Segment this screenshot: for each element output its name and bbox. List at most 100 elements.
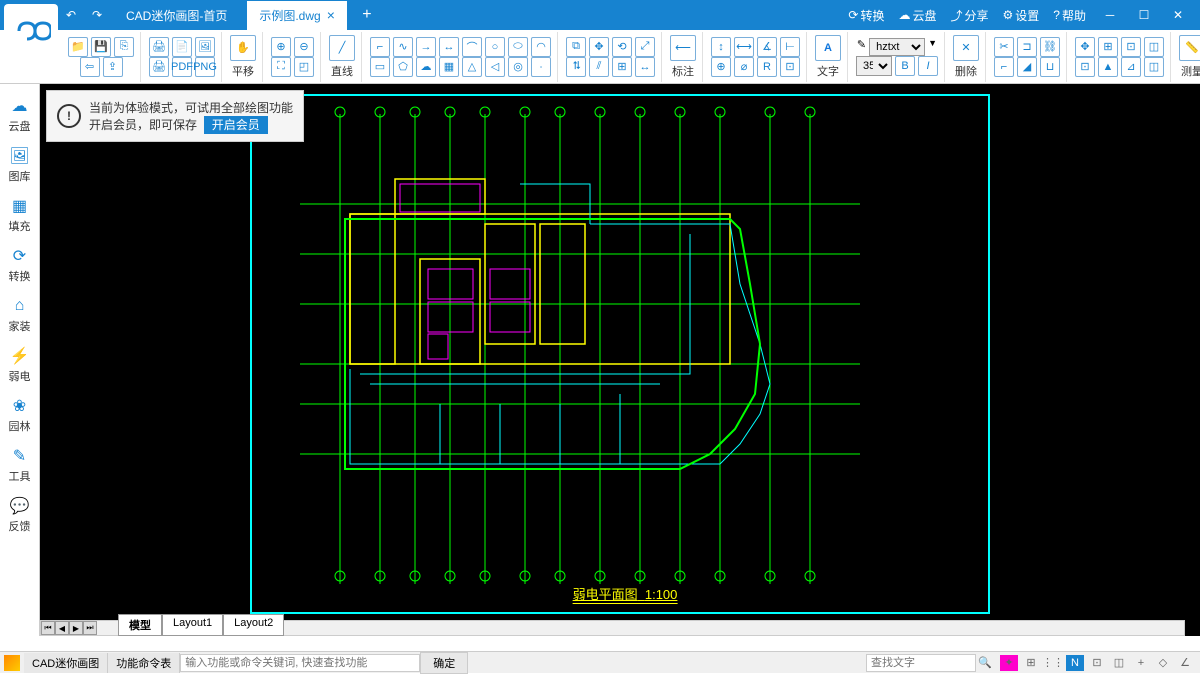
zoomin-icon[interactable]: ⊕ — [271, 37, 291, 57]
pan-icon[interactable]: ✋ — [230, 35, 256, 61]
region-icon[interactable]: ▦ — [439, 57, 459, 77]
grp7-icon[interactable]: ⊿ — [1121, 57, 1141, 77]
save-icon[interactable]: 💾 — [91, 37, 111, 57]
sidebar-item-cloud[interactable]: ☁云盘 — [2, 92, 38, 138]
sidebar-item-gallery[interactable]: 🖼图库 — [2, 142, 38, 188]
zoomfit-icon[interactable]: ⛶ — [271, 57, 291, 77]
tab-home[interactable]: CAD迷你画图-首页 — [114, 1, 239, 30]
xline-icon[interactable]: ↔ — [439, 37, 459, 57]
dim4-icon[interactable]: ⊢ — [780, 37, 800, 57]
dim1-icon[interactable]: ↕ — [711, 37, 731, 57]
bold-button[interactable]: B — [895, 56, 915, 76]
grp8-icon[interactable]: ◫ — [1144, 57, 1164, 77]
grid2-icon[interactable]: ⋮⋮ — [1044, 655, 1062, 671]
app-logo[interactable] — [4, 4, 58, 58]
grp3-icon[interactable]: ⊡ — [1121, 37, 1141, 57]
fillet-icon[interactable]: ⌐ — [994, 57, 1014, 77]
join-icon[interactable]: ⊔ — [1040, 57, 1060, 77]
fontsize-select[interactable]: 350 — [856, 56, 892, 76]
tri2-icon[interactable]: ◁ — [485, 57, 505, 77]
pline-icon[interactable]: ⌐ — [370, 37, 390, 57]
print2-icon[interactable]: 🖨 — [149, 57, 169, 77]
stretch-icon[interactable]: ↔ — [635, 57, 655, 77]
find-text-input[interactable] — [866, 654, 976, 672]
grid-icon[interactable]: ⊞ — [1022, 655, 1040, 671]
scroll-last-icon[interactable]: ⏭ — [83, 621, 97, 635]
move-icon[interactable]: ✥ — [589, 37, 609, 57]
share-button[interactable]: ⤴ 分享 — [946, 5, 992, 26]
arc-icon[interactable]: ⌒ — [462, 37, 482, 57]
ray-icon[interactable]: → — [416, 37, 436, 57]
dim3-icon[interactable]: ∡ — [757, 37, 777, 57]
text-icon[interactable]: A — [815, 35, 841, 61]
export-icon[interactable]: ⇪ — [103, 57, 123, 77]
array-icon[interactable]: ⊞ — [612, 57, 632, 77]
sidebar-item-hatch[interactable]: ▦填充 — [2, 192, 38, 238]
grp4-icon[interactable]: ◫ — [1144, 37, 1164, 57]
sidebar-item-elec[interactable]: ⚡弱电 — [2, 342, 38, 388]
upgrade-link[interactable]: 开启会员 — [204, 116, 268, 134]
point-icon[interactable]: ∙ — [531, 57, 551, 77]
open-icon[interactable]: 📁 — [68, 37, 88, 57]
rect-icon[interactable]: ▭ — [370, 57, 390, 77]
measure-icon[interactable]: 📏 — [1179, 35, 1200, 61]
scroll-right-icon[interactable]: ▶ — [69, 621, 83, 635]
snap2-icon[interactable]: ⊡ — [1088, 655, 1106, 671]
extend-icon[interactable]: ⊐ — [1017, 37, 1037, 57]
dim2-icon[interactable]: ⟷ — [734, 37, 754, 57]
scale-icon[interactable]: ⤢ — [635, 37, 655, 57]
copy-icon[interactable]: ⧉ — [566, 37, 586, 57]
dim6-icon[interactable]: ⌀ — [734, 57, 754, 77]
dim8-icon[interactable]: ⊡ — [780, 57, 800, 77]
annotate-icon[interactable]: ⟵ — [670, 35, 696, 61]
maximize-button[interactable]: ☐ — [1130, 4, 1158, 26]
undo-icon[interactable]: ↶ — [62, 6, 80, 24]
grp1-icon[interactable]: ✥ — [1075, 37, 1095, 57]
dim7-icon[interactable]: R — [757, 57, 777, 77]
img-icon[interactable]: 🖼 — [195, 37, 215, 57]
line-icon[interactable]: ╱ — [329, 35, 355, 61]
sidebar-item-home[interactable]: ⌂家装 — [2, 292, 38, 338]
rotate-icon[interactable]: ⟲ — [612, 37, 632, 57]
print-icon[interactable]: 🖨 — [149, 37, 169, 57]
polygon-icon[interactable]: ⬠ — [393, 57, 413, 77]
redo-icon[interactable]: ↷ — [88, 6, 106, 24]
plus-icon[interactable]: + — [1132, 655, 1150, 671]
search-icon[interactable]: 🔍 — [976, 655, 994, 671]
tab-document[interactable]: 示例图.dwg× — [247, 1, 347, 30]
sidebar-item-garden[interactable]: ❀园林 — [2, 392, 38, 438]
layout2-tab[interactable]: Layout2 — [223, 614, 284, 636]
chamfer-icon[interactable]: ◢ — [1017, 57, 1037, 77]
circle-icon[interactable]: ○ — [485, 37, 505, 57]
dim5-icon[interactable]: ⊕ — [711, 57, 731, 77]
grp2-icon[interactable]: ⊞ — [1098, 37, 1118, 57]
mirror-icon[interactable]: ⮁ — [566, 57, 586, 77]
help-button[interactable]: ? 帮助 — [1049, 5, 1090, 26]
sidebar-item-tool[interactable]: ✎工具 — [2, 442, 38, 488]
zoomout-icon[interactable]: ⊖ — [294, 37, 314, 57]
layout1-tab[interactable]: Layout1 — [162, 614, 223, 636]
saveas-icon[interactable]: ⎘ — [114, 37, 134, 57]
cloud-icon[interactable]: ☁ — [416, 57, 436, 77]
arc2-icon[interactable]: ◠ — [531, 37, 551, 57]
grp5-icon[interactable]: ⊡ — [1075, 57, 1095, 77]
angle-icon[interactable]: ∠ — [1176, 655, 1194, 671]
sidebar-item-feedback[interactable]: 💬反馈 — [2, 492, 38, 538]
delete-icon[interactable]: ✕ — [953, 35, 979, 61]
offset-icon[interactable]: ⫽ — [589, 57, 609, 77]
pdf-icon[interactable]: 📄 — [172, 37, 192, 57]
close-tab-icon[interactable]: × — [327, 7, 335, 23]
grp6-icon[interactable]: ▲ — [1098, 57, 1118, 77]
minimize-button[interactable]: ─ — [1096, 4, 1124, 26]
convert-button[interactable]: ⟳ 转换 — [844, 5, 888, 26]
cmd-table-button[interactable]: 功能命令表 — [108, 653, 180, 673]
pdf2-icon[interactable]: PDF — [172, 57, 192, 77]
spline-icon[interactable]: ∿ — [393, 37, 413, 57]
model-tab[interactable]: 模型 — [118, 614, 162, 636]
diamond-icon[interactable]: ◇ — [1154, 655, 1172, 671]
donut-icon[interactable]: ◎ — [508, 57, 528, 77]
settings-button[interactable]: ⚙ 设置 — [999, 5, 1044, 26]
back-icon[interactable]: ⇦ — [80, 57, 100, 77]
snap3-icon[interactable]: ◫ — [1110, 655, 1128, 671]
trim-icon[interactable]: ✂ — [994, 37, 1014, 57]
